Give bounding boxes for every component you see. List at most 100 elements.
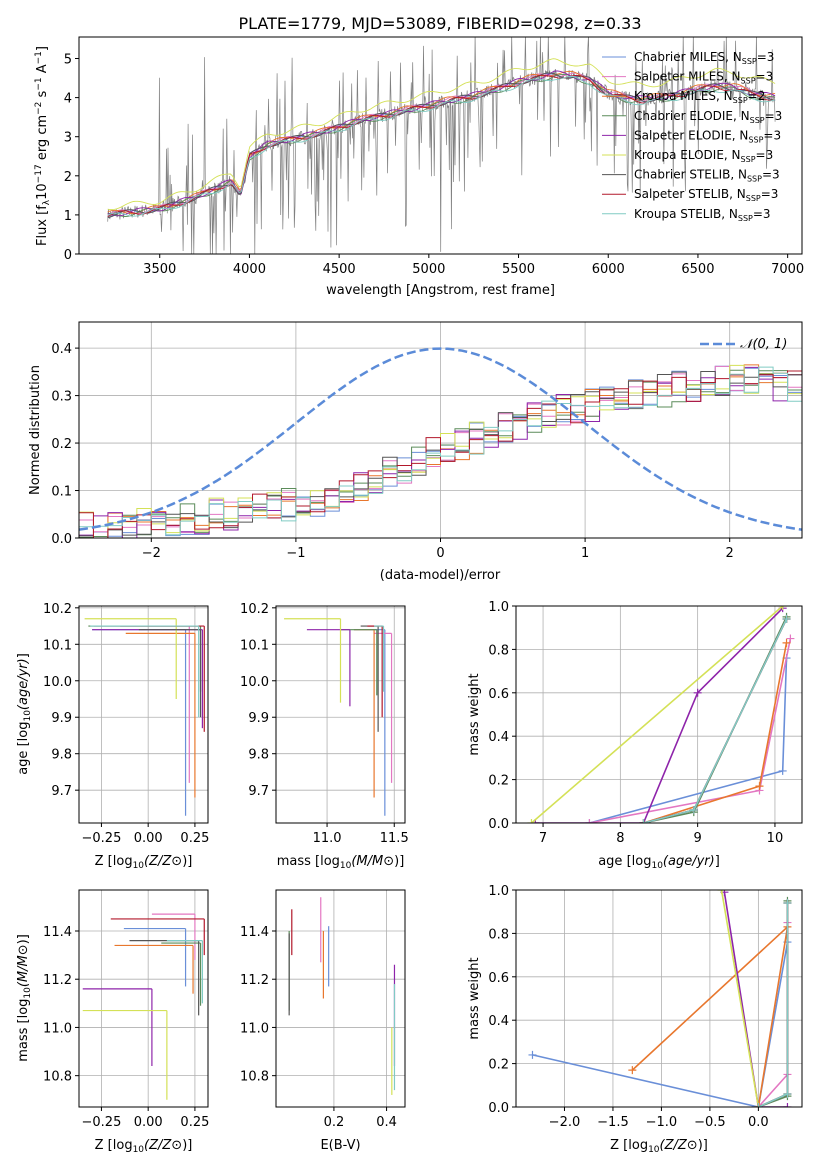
x-axis-label: age [log10(age/yr)] xyxy=(598,854,720,871)
weight-line xyxy=(532,941,789,1107)
y-tick-label: 10.2 xyxy=(240,602,269,617)
y-tick-label: 10.2 xyxy=(43,602,72,617)
residual-histogram xyxy=(79,371,802,538)
weight-line xyxy=(720,890,760,1107)
y-axis-label-part: erg cm xyxy=(35,115,50,164)
x-tick-label: 8 xyxy=(616,831,624,846)
x-tick-label: −1.0 xyxy=(646,1115,678,1130)
weight-marker xyxy=(717,890,726,894)
y-axis-label-part: λ xyxy=(42,199,52,205)
axes-frame xyxy=(78,889,209,1108)
legend-text: =2 xyxy=(748,89,766,103)
x-axis-label: Z [log10(Z/Z⊙)] xyxy=(610,1138,708,1155)
axes-age-vs-mass: 11.0 11.5 9.7 9.8 9.9 10.0 10.1 10.2 mass [log10… xyxy=(240,602,409,871)
legend-entry: Kroupa STELIB, NSSP=3 xyxy=(634,207,771,223)
axes-frame xyxy=(78,605,209,824)
x-tick-label: 0.0 xyxy=(748,1115,769,1130)
weight-marker xyxy=(628,1066,637,1075)
y-tick-label: 11.2 xyxy=(240,973,269,988)
label-part: (Z/Z xyxy=(660,1138,688,1153)
y-tick-label: 10.0 xyxy=(240,675,269,690)
legend-subscript: SSP xyxy=(750,116,765,125)
y-axis-label: Normed distribution xyxy=(28,365,43,495)
label-part: (Z/Z xyxy=(144,854,172,869)
y-axis-label: mass [log10(M/M⊙)] xyxy=(16,934,33,1062)
y-axis-label: mass weight xyxy=(467,957,482,1039)
legend-text: Kroupa STELIB, N xyxy=(634,207,738,221)
x-axis-label: Z [log10(Z/Z⊙)] xyxy=(95,1138,193,1155)
weight-marker xyxy=(786,634,795,643)
y-tick-label: 9.9 xyxy=(248,711,269,726)
legend-subscript: SSP xyxy=(741,77,756,86)
y-tick-label: 4 xyxy=(64,92,72,107)
axes-frame xyxy=(78,321,803,539)
weight-marker xyxy=(782,615,791,624)
weight-line xyxy=(530,606,784,823)
weight-marker xyxy=(528,1050,537,1059)
label-part: mass [log xyxy=(277,854,340,869)
x-tick-label: 0.4 xyxy=(376,1115,397,1130)
legend-subscript: SSP xyxy=(748,135,763,144)
axes-weight-vs-age: 7 8 9 10 0.0 0.2 0.4 0.6 0.8 1.0 mass weight age [l… xyxy=(467,600,803,871)
legend-text: =3 xyxy=(763,128,781,142)
x-tick-label: 5000 xyxy=(412,262,445,277)
x-tick-label: 4500 xyxy=(323,262,356,277)
x-tick-label: 0.00 xyxy=(134,831,163,846)
y-tick-label: 2 xyxy=(64,170,72,185)
y-tick-label: 0.8 xyxy=(488,927,509,942)
legend-text: Kroupa ELODIE, N xyxy=(634,148,741,162)
y-axis-label: age [log10(age/yr)] xyxy=(16,653,33,775)
y-axis-label-part: s xyxy=(35,90,50,101)
x-tick-label: 7 xyxy=(539,831,547,846)
y-tick-label: 0.6 xyxy=(488,971,509,986)
y-tick-label: 10.8 xyxy=(43,1070,72,1085)
label-part: (Z/Z xyxy=(144,1138,172,1153)
label-part: ⊙)] xyxy=(383,854,404,869)
legend-text: =3 xyxy=(762,168,780,182)
model-spectrum xyxy=(107,70,776,215)
legend-subscript: SSP xyxy=(746,194,761,203)
weight-line xyxy=(723,892,788,1107)
weight-marker xyxy=(639,819,648,823)
label-part: Z [log xyxy=(95,1138,133,1153)
label-part: 10 xyxy=(340,861,352,871)
weight-line xyxy=(535,607,784,823)
y-tick-label: 10.8 xyxy=(240,1070,269,1085)
y-axis-label: Flux [fλ10−17 erg cm−2 s−1 A−1] xyxy=(34,46,52,246)
label-part: ] xyxy=(715,854,720,869)
x-tick-label: 11.0 xyxy=(313,831,342,846)
residual-histogram xyxy=(79,364,802,538)
weight-marker xyxy=(693,688,702,697)
axes-weight-vs-Z: −2.0 −1.5 −1.0 −0.5 0.0 0.0 0.2 0.4 0.6 0.8 1.0 mas… xyxy=(467,884,803,1155)
residual-histogram xyxy=(79,364,802,538)
legend-entry: Salpeter STELIB, NSSP=3 xyxy=(634,187,778,203)
y-tick-label: 0.0 xyxy=(488,817,509,832)
y-tick-label: 0.4 xyxy=(51,342,72,357)
y-tick-label: 3 xyxy=(64,131,72,146)
plot-area xyxy=(84,618,205,816)
x-tick-label: 4000 xyxy=(233,262,266,277)
y-tick-label: 9.7 xyxy=(51,784,72,799)
x-tick-label: 9 xyxy=(694,831,702,846)
weight-marker xyxy=(783,899,792,908)
legend-entry: Salpeter MILES, NSSP=3 xyxy=(634,70,773,86)
figure-title: PLATE=1779, MJD=53089, FIBERID=0298, z=0… xyxy=(238,14,641,33)
label-part: ⊙)] xyxy=(687,1138,708,1153)
gaussian-curve xyxy=(79,347,802,531)
label-part: mass [log xyxy=(16,999,31,1062)
legend-text: =3 xyxy=(761,187,779,201)
legend-subscript: SSP xyxy=(747,175,762,184)
axes-mass-vs-EBV: 0.2 0.4 10.8 11.0 11.2 11.4 E(B-V) xyxy=(240,889,406,1153)
residual-histogram xyxy=(79,366,802,536)
axes-frame xyxy=(515,889,803,1108)
residual-histogram xyxy=(79,365,802,538)
label-part: ⊙)] xyxy=(16,934,31,955)
y-tick-label: 10.1 xyxy=(240,638,269,653)
axes-spectrum: 3500 4000 4500 5000 5500 6000 6500 7000 0 1 2 3 4 5 wa… xyxy=(34,36,804,298)
legend-text: =3 xyxy=(756,148,774,162)
axes-age-vs-Z: −0.25 0.00 0.25 9.7 9.8 9.9 10.0 10.1 10.2 Z [log… xyxy=(16,602,209,871)
legend-text: =3 xyxy=(757,50,775,64)
weight-marker xyxy=(755,782,764,791)
weight-marker xyxy=(689,805,698,814)
y-axis-label-part: 10 xyxy=(35,183,50,200)
